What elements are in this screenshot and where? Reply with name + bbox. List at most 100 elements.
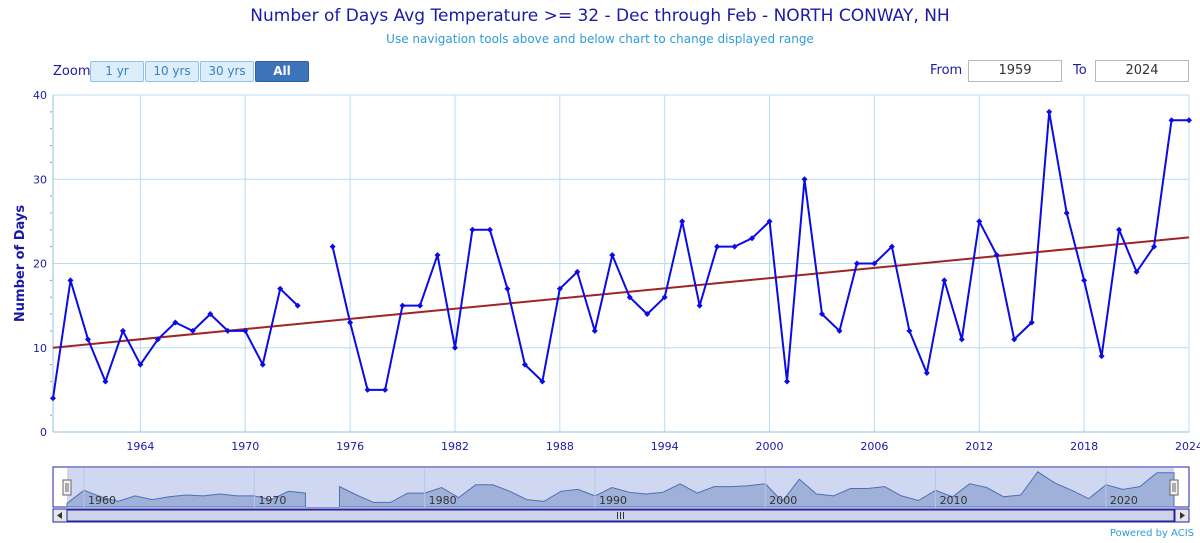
navigator-tick-label: 1980 — [429, 494, 457, 507]
data-point — [976, 218, 983, 225]
data-point — [853, 260, 860, 267]
x-tick-label: 2012 — [965, 440, 993, 453]
data-point — [294, 302, 301, 309]
scroll-right-icon — [1180, 512, 1185, 519]
x-tick-label: 1964 — [126, 440, 154, 453]
data-point — [731, 243, 738, 250]
x-tick-label: 1988 — [546, 440, 574, 453]
y-axis-label: Number of Days — [13, 205, 28, 322]
data-point — [399, 302, 406, 309]
data-point — [102, 378, 109, 385]
navigator-tick-label: 2010 — [940, 494, 968, 507]
data-point — [574, 268, 581, 275]
data-point — [556, 285, 563, 292]
data-point — [277, 285, 284, 292]
data-point — [679, 218, 686, 225]
data-point — [696, 302, 703, 309]
y-tick-label: 20 — [33, 258, 47, 271]
x-tick-label: 1970 — [231, 440, 259, 453]
to-input[interactable]: 2024 — [1095, 60, 1189, 82]
data-point — [1133, 268, 1140, 275]
zoom-30yrs-button[interactable]: 30 yrs — [200, 61, 254, 82]
data-point — [749, 235, 756, 242]
navigator-tick-label: 1970 — [258, 494, 286, 507]
data-point — [207, 311, 214, 318]
data-point — [1098, 353, 1105, 360]
data-point — [1168, 117, 1175, 124]
x-tick-label: 2000 — [756, 440, 784, 453]
y-tick-label: 30 — [33, 173, 47, 186]
data-point — [993, 252, 1000, 259]
data-point — [784, 378, 791, 385]
data-point — [1046, 108, 1053, 115]
y-tick-label: 0 — [40, 426, 47, 439]
data-point — [1151, 243, 1158, 250]
data-point — [714, 243, 721, 250]
data-point — [224, 327, 231, 334]
x-tick-label: 2018 — [1070, 440, 1098, 453]
y-tick-label: 40 — [33, 89, 47, 102]
data-point — [417, 302, 424, 309]
chart-subtitle: Use navigation tools above and below cha… — [386, 32, 814, 46]
data-point — [67, 277, 74, 284]
data-point — [1186, 117, 1192, 124]
credits-link[interactable]: Powered by ACIS — [1109, 528, 1194, 539]
navigator-right-handle[interactable] — [1169, 479, 1179, 496]
data-point — [818, 311, 825, 318]
navigator-left-handle[interactable] — [62, 479, 72, 496]
data-point — [591, 327, 598, 334]
navigator-area — [66, 489, 306, 508]
data-point — [539, 378, 546, 385]
x-tick-label: 1994 — [651, 440, 679, 453]
data-point — [1081, 277, 1088, 284]
zoom-all-button[interactable]: All — [255, 61, 309, 82]
data-point — [329, 243, 336, 250]
chart-title: Number of Days Avg Temperature >= 32 - D… — [250, 6, 950, 26]
data-point — [1116, 226, 1123, 233]
data-point — [434, 252, 441, 259]
data-point — [154, 336, 161, 343]
x-tick-label: 2024 — [1175, 440, 1200, 453]
data-point — [941, 277, 948, 284]
navigator-tick-label: 1990 — [599, 494, 627, 507]
data-point — [906, 327, 913, 334]
data-point — [119, 327, 126, 334]
data-point — [451, 344, 458, 351]
data-point — [1011, 336, 1018, 343]
x-tick-label: 2006 — [860, 440, 888, 453]
to-label: To — [1073, 63, 1087, 78]
data-point — [259, 361, 266, 368]
zoom-1yr-button[interactable]: 1 yr — [90, 61, 144, 82]
data-point — [644, 311, 651, 318]
data-point — [242, 327, 249, 334]
from-label: From — [930, 63, 963, 78]
data-point — [521, 361, 528, 368]
data-point — [836, 327, 843, 334]
zoom-10yrs-button[interactable]: 10 yrs — [145, 61, 199, 82]
scroll-left-icon — [57, 512, 62, 519]
from-input[interactable]: 1959 — [968, 60, 1062, 82]
data-point — [189, 327, 196, 334]
data-point — [469, 226, 476, 233]
data-point — [347, 319, 354, 326]
data-point — [382, 386, 389, 393]
data-point — [84, 336, 91, 343]
data-point — [626, 294, 633, 301]
data-point — [486, 226, 493, 233]
zoom-label: Zoom — [53, 64, 91, 79]
navigator-tick-label: 2000 — [769, 494, 797, 507]
data-point — [801, 176, 808, 183]
data-point — [661, 294, 668, 301]
trend-line — [52, 236, 1190, 349]
y-tick-label: 10 — [33, 342, 47, 355]
data-point — [888, 243, 895, 250]
data-point — [609, 252, 616, 259]
navigator-tick-label: 2020 — [1110, 494, 1138, 507]
data-point — [137, 361, 144, 368]
data-point — [923, 370, 930, 377]
series-line — [52, 110, 1189, 399]
navigator-tick-label: 1960 — [88, 494, 116, 507]
data-point — [504, 285, 511, 292]
data-point — [1063, 209, 1070, 216]
